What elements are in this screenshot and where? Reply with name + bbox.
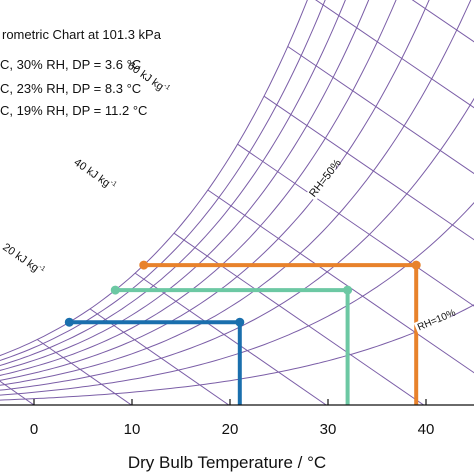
rh-label-10: RH=10% bbox=[413, 308, 458, 335]
rh-line-40 bbox=[0, 0, 472, 386]
enthalpy-line-110 bbox=[347, 0, 474, 405]
enthalpy-line-10 bbox=[36, 339, 132, 405]
enthalpy-line-30 bbox=[134, 272, 327, 405]
enthalpy-line-60 bbox=[237, 143, 474, 307]
series-lines bbox=[64, 260, 421, 405]
legend-background bbox=[0, 14, 225, 122]
legend-entry-2: C, 23% RH, DP = 8.3 °C bbox=[0, 81, 141, 96]
enthalpy-line-70 bbox=[263, 95, 474, 241]
rh-line-100 bbox=[0, 0, 308, 357]
series-3-state-marker bbox=[411, 260, 421, 270]
enthalpy-label-20: 20 kJ kg-1 bbox=[0, 239, 61, 288]
series-2-state-marker bbox=[343, 285, 353, 295]
x-axis-label: Dry Bulb Temperature / °C bbox=[128, 453, 326, 472]
rh-label-text: RH=50% bbox=[307, 157, 344, 200]
enthalpy-line-0 bbox=[0, 380, 35, 405]
enthalpy-label-40: 40 kJ kg-1 bbox=[69, 154, 132, 203]
x-axis-ticks: 0 10 20 30 40 bbox=[30, 399, 435, 438]
rh-line-80 bbox=[0, 0, 346, 367]
series-2-dew-point-marker bbox=[110, 285, 120, 295]
enthalpy-line-90 bbox=[315, 0, 474, 109]
rh-line-30 bbox=[0, 97, 474, 391]
x-tick-label: 0 bbox=[30, 421, 38, 438]
series-1-state-marker bbox=[235, 317, 245, 327]
rh-line-90 bbox=[0, 0, 326, 362]
rh-line-20 bbox=[0, 202, 474, 396]
series-3-dew-point-marker bbox=[139, 260, 149, 270]
rh-line-10 bbox=[0, 304, 474, 401]
rh-line-70 bbox=[0, 0, 370, 371]
enthalpy-line-80 bbox=[287, 46, 474, 175]
enthalpy-line-20 bbox=[89, 308, 230, 405]
x-tick-label: 20 bbox=[222, 421, 239, 438]
chart-title: rometric Chart at 101.3 kPa bbox=[2, 27, 162, 42]
series-2-line bbox=[115, 288, 350, 405]
enthalpy-line-120 bbox=[363, 0, 474, 405]
x-tick-label: 40 bbox=[418, 421, 435, 438]
enthalpy-line-100 bbox=[411, 0, 474, 43]
rh-label-text: RH=10% bbox=[416, 308, 458, 334]
rh-label-50: RH=50% bbox=[305, 157, 344, 202]
enthalpy-line-40 bbox=[173, 232, 424, 405]
series-3-line bbox=[143, 263, 419, 405]
x-tick-label: 30 bbox=[320, 421, 337, 438]
legend-entry-1: C, 30% RH, DP = 3.6 °C bbox=[0, 57, 141, 72]
series-1-dew-point-marker bbox=[64, 317, 74, 327]
enthalpy-line-50 bbox=[207, 189, 474, 374]
x-tick-label: 10 bbox=[124, 421, 141, 438]
legend-entry-3: C, 19% RH, DP = 11.2 °C bbox=[0, 103, 147, 118]
